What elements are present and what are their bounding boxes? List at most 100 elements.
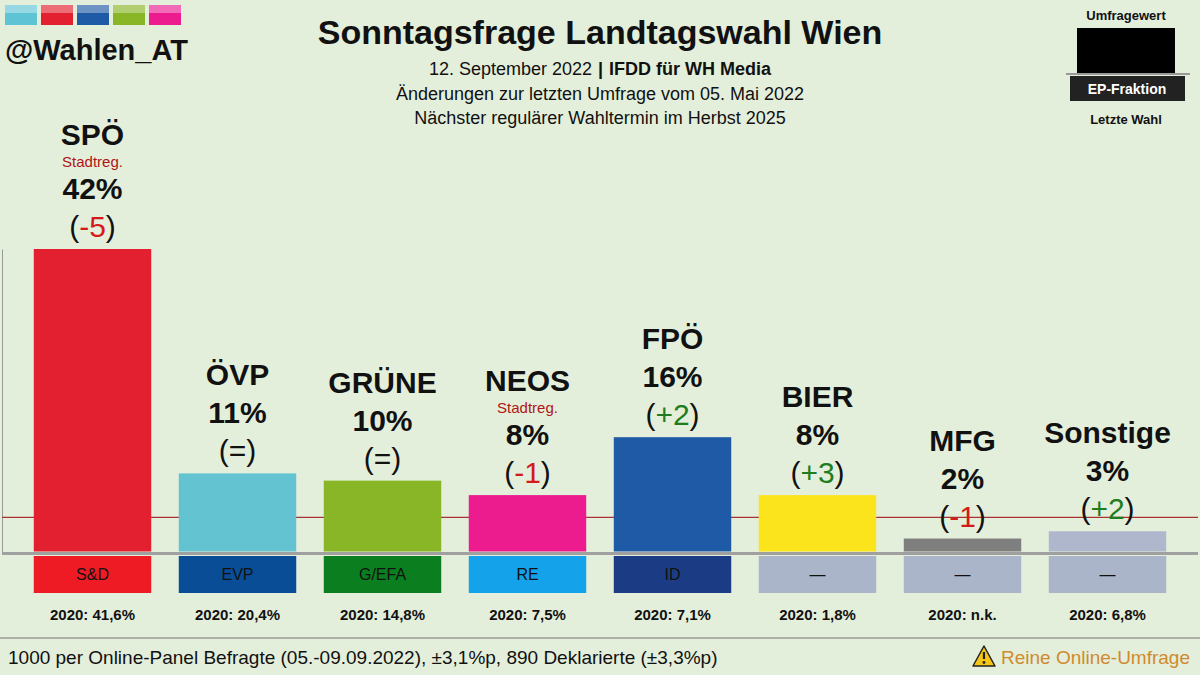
logo-square	[41, 5, 73, 25]
footer-line	[0, 637, 1200, 639]
change-value: +2	[655, 398, 689, 431]
data-label: 8%	[796, 418, 839, 451]
change-bracket: )	[690, 398, 700, 431]
change-value: +2	[1090, 492, 1124, 525]
change-bracket: )	[106, 210, 116, 243]
category-label: NEOS	[485, 364, 570, 397]
subtitle: Änderungen zur letzten Umfrage vom 05. M…	[396, 84, 804, 104]
subtitle-date: 12. September 2022	[429, 59, 592, 79]
status-label: Stadtreg.	[62, 153, 123, 170]
last-election-label: 2020: 41,6%	[50, 606, 135, 623]
faction-box	[1049, 556, 1166, 593]
status-label: Stadtreg.	[497, 399, 558, 416]
bars	[34, 249, 1166, 552]
faction-label: ID	[665, 566, 681, 583]
axis-line	[2, 250, 3, 554]
change-label: (=)	[364, 442, 402, 475]
bar	[1049, 531, 1166, 551]
logo-square	[149, 5, 181, 25]
last-election-label: 2020: n.k.	[928, 606, 996, 623]
background	[0, 0, 1200, 675]
change-bracket: (	[504, 456, 514, 489]
bar	[614, 437, 731, 551]
subtitle: 12. September 2022|IFDD für WH Media	[429, 59, 772, 79]
change-bracket: (	[219, 434, 229, 467]
change-bracket: )	[1125, 492, 1135, 525]
bar	[759, 495, 876, 551]
change-bracket: )	[391, 442, 401, 475]
warning-triangle	[973, 646, 995, 666]
category-label: SPÖ	[61, 118, 124, 151]
logo-square-shine	[113, 5, 145, 13]
data-label: 8%	[506, 418, 549, 451]
change-bracket: (	[1080, 492, 1090, 525]
change-value: +3	[800, 456, 834, 489]
change-bracket: (	[645, 398, 655, 431]
logo-square-shine	[77, 5, 109, 13]
change-label: (+3)	[790, 456, 844, 489]
grid-tick	[2, 553, 1198, 554]
change-bracket: (	[69, 210, 79, 243]
change-bracket: )	[541, 456, 551, 489]
change-bracket: )	[835, 456, 845, 489]
bar	[34, 249, 151, 552]
change-bracket: (	[790, 456, 800, 489]
warning: Reine Online-Umfrage	[1001, 647, 1190, 668]
bar	[179, 473, 296, 551]
faction-label: —	[810, 566, 826, 583]
faction-box	[324, 556, 441, 593]
faction-label: S&D	[76, 566, 109, 583]
faction-box	[34, 556, 151, 593]
logo-square-shine	[5, 5, 37, 13]
legend-label: Umfragewert	[1086, 8, 1166, 23]
last-election-label: 2020: 7,5%	[489, 606, 566, 623]
bar	[324, 481, 441, 552]
change-label: (=)	[219, 434, 257, 467]
faction-label: RE	[516, 566, 538, 583]
change-label: (-5)	[69, 210, 116, 243]
last-election-label: 2020: 6,8%	[1069, 606, 1146, 623]
legend-label: Letzte Wahl	[1090, 112, 1162, 127]
data-label: 10%	[352, 404, 412, 437]
title: Sonntagsfrage Landtagswahl Wien	[318, 13, 883, 51]
category-label: FPÖ	[642, 322, 704, 355]
category-label: ÖVP	[206, 358, 269, 391]
legend-baseline	[1066, 73, 1190, 75]
change-value: =	[229, 434, 247, 467]
change-value: -1	[514, 456, 541, 489]
faction-box	[904, 556, 1021, 593]
subtitle: Nächster regulärer Wahltermin im Herbst …	[414, 108, 785, 128]
change-value: =	[374, 442, 392, 475]
logo-square-shine	[149, 5, 181, 13]
change-value: -5	[79, 210, 106, 243]
legend-bar	[1077, 28, 1175, 73]
bar	[904, 539, 1021, 552]
last-election-label: 2020: 14,8%	[340, 606, 425, 623]
grid-line	[2, 552, 1198, 555]
faction-box	[614, 556, 731, 593]
change-bracket: )	[246, 434, 256, 467]
faction-box	[469, 556, 586, 593]
category-label: GRÜNE	[328, 366, 436, 399]
change-label: (-1)	[504, 456, 551, 489]
data-label: 11%	[208, 396, 266, 429]
y-axis	[2, 250, 1198, 554]
footnote: 1000 per Online-Panel Befragte (05.-09.0…	[8, 647, 718, 668]
logo-square	[5, 5, 37, 25]
change-label: (-1)	[939, 500, 986, 533]
category-label: MFG	[929, 424, 996, 457]
change-label: (+2)	[645, 398, 699, 431]
category-label: BIER	[782, 380, 854, 413]
data-label: 16%	[642, 360, 702, 393]
subtitle-separator: |	[598, 59, 603, 79]
data-label: 3%	[1086, 454, 1129, 487]
change-value: -1	[949, 500, 976, 533]
change-label: (+2)	[1080, 492, 1134, 525]
faction-label: —	[955, 566, 971, 583]
logo-square	[77, 5, 109, 25]
labels: (-5)42%Stadtreg.SPÖS&D2020: 41,6%(=)11%Ö…	[34, 118, 1171, 623]
warning-mark	[983, 652, 985, 659]
data-label: 42%	[62, 172, 122, 205]
faction-label: EVP	[221, 566, 253, 583]
change-bracket: (	[939, 500, 949, 533]
